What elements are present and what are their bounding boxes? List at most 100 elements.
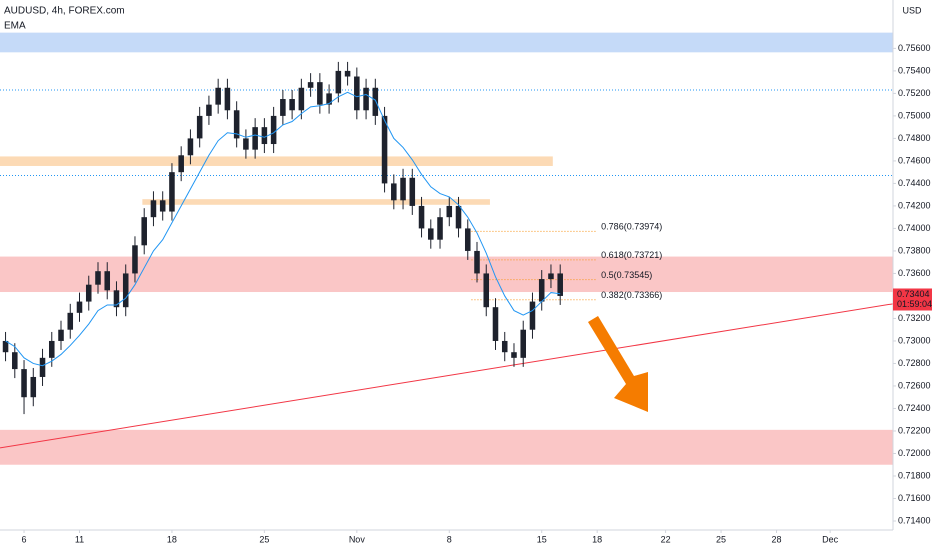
zone [0,32,893,53]
fib-label: 0.382(0.73366) [601,290,662,300]
candle-body [437,217,443,240]
candle-body [243,138,249,150]
candle-body [464,228,471,251]
chart-title: AUDUSD, 4h, FOREX.com [4,6,125,17]
candle-body [85,284,92,302]
candle-body [30,376,37,398]
candle-body [483,273,490,308]
y-tick-label: 0.72200 [898,425,931,435]
y-tick-label: 0.75600 [898,43,931,53]
x-tick-label: 25 [716,534,726,544]
candle-body [344,70,351,77]
price-tag [893,288,932,311]
y-tick-label: 0.73200 [898,313,931,323]
x-tick-label: 22 [661,534,671,544]
ema-line [5,91,561,367]
candle-body [159,200,166,212]
x-tick-label: 25 [259,534,269,544]
candle-body [2,340,9,353]
candle-body [233,110,240,139]
candle-body [381,115,388,184]
candle-body [455,205,462,229]
candle-body [307,82,314,88]
candle-body [48,340,55,358]
candle-body [391,183,397,201]
candle-body [520,329,527,358]
candle-body [178,155,184,173]
candle-body [39,357,46,377]
x-tick-label: 15 [537,534,547,544]
candle-body [141,217,147,246]
candle-body [529,301,536,330]
candle-body [492,307,499,341]
y-tick-label: 0.74400 [898,178,931,188]
y-tick-label: 0.74000 [898,223,931,233]
candle-body [538,279,545,302]
y-tick-label: 0.72400 [898,403,931,413]
candle-body [76,301,83,313]
countdown: 01:59:04 [897,299,932,309]
indicator-label: EMA [4,21,26,32]
y-tick-label: 0.72000 [898,448,931,458]
zone [0,429,893,465]
candle-body [354,76,360,111]
y-tick-label: 0.74800 [898,133,931,143]
x-tick-label: 18 [592,534,602,544]
x-tick-label: 8 [447,534,452,544]
candle-body [132,245,138,274]
candle-body [372,87,379,116]
candle-body [409,177,416,206]
candle-body [501,340,508,353]
candle-body [363,87,369,111]
arrow-annotation [588,316,648,412]
x-tick-label: 28 [772,534,782,544]
candle-body [95,271,101,285]
x-tick-label: Nov [349,534,366,544]
trendline [0,303,894,449]
candle-body [298,87,305,111]
candle-body [252,127,258,150]
y-tick-label: 0.71600 [898,493,931,503]
candle-body [12,352,18,370]
candle-body [169,172,175,212]
plot-area: 0.786(0.73974) 0.618(0.73721) 0.5(0.73545)… [0,32,894,465]
candle-body [113,290,120,308]
y-tick-label: 0.71800 [898,470,931,480]
candle-body [187,138,194,156]
candle-body [335,70,342,94]
zone [0,156,553,166]
zone [142,199,490,205]
candle-body [418,205,425,229]
y-tick-label: 0.74600 [898,155,931,165]
candle-body [557,273,563,296]
candle-body [446,205,453,218]
y-tick-label: 0.73000 [898,335,931,345]
candle-body [150,200,157,218]
candle-body [326,93,332,105]
candle-body [428,228,434,240]
candle-body [548,273,554,280]
candle-body [474,250,480,274]
candle-body [289,99,295,111]
y-tick-label: 0.73800 [898,245,931,255]
y-tick-label: 0.75200 [898,88,931,98]
y-tick-label: 0.74200 [898,200,931,210]
price-tag-label: 0.73404 [897,289,930,299]
candle-body [511,352,517,358]
y-tick-label: 0.71400 [898,515,931,525]
candle-body [104,271,111,291]
y-tick-label: 0.72600 [898,380,931,390]
candle-body [21,369,27,398]
candle-body [196,115,203,139]
candle-body [215,87,221,105]
x-tick-label: 6 [22,534,27,544]
fib-label: 0.5(0.73545) [601,270,652,280]
zone [0,256,893,293]
y-tick-label: 0.72800 [898,358,931,368]
x-tick-label: 11 [75,534,84,544]
y-tick-label: 0.75000 [898,110,931,120]
candle-body [206,104,212,116]
candle-body [317,82,323,105]
candle-body [280,99,286,116]
